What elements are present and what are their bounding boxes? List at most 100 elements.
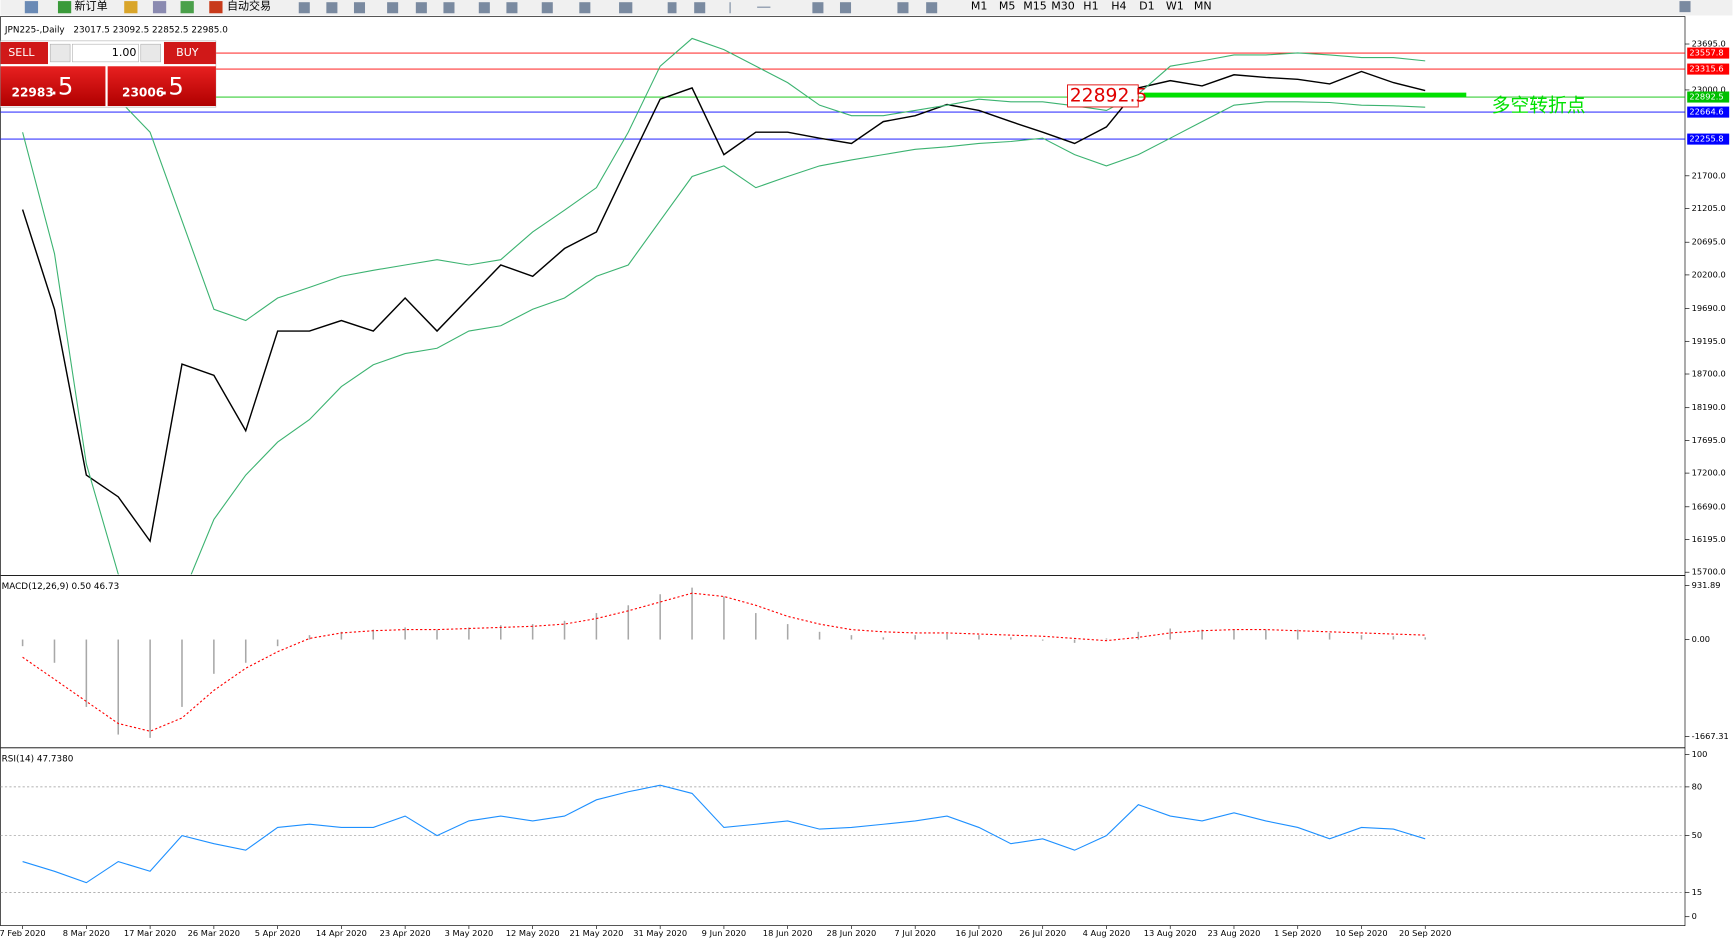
icon[interactable]: [579, 2, 591, 14]
bid-price[interactable]: 22983: [12, 85, 54, 99]
x-tick-label: 17 Mar 2020: [124, 928, 176, 938]
auto-trading-icon[interactable]: [209, 1, 223, 14]
icon[interactable]: [478, 2, 490, 14]
sell-button[interactable]: [0, 41, 49, 65]
icon[interactable]: [353, 2, 366, 14]
toolbar: 新订单 自动交易 M1 M5 M15 M30 H1 H4 D1 W1 MN: [0, 0, 1733, 16]
histogram-bar: [978, 635, 980, 640]
axis: 100 80 50 15 0: [1684, 749, 1708, 921]
x-tick-label: 23 Aug 2020: [1207, 928, 1260, 938]
icon[interactable]: [506, 2, 518, 14]
sell-label[interactable]: SELL: [8, 46, 35, 59]
histogram-bar: [1137, 631, 1140, 640]
axis: 15700.0 16195.0 16690.0 17200.0 17695.0 18190…: [1684, 39, 1730, 577]
buy-button[interactable]: [163, 41, 216, 65]
x-tick-label: 8 Mar 2020: [63, 928, 110, 938]
new-order[interactable]: 新订单: [75, 0, 108, 13]
icon[interactable]: [24, 1, 39, 14]
histogram-bar: [850, 635, 853, 640]
ask-box[interactable]: [107, 66, 216, 107]
price-tag-label: 22255.8: [1689, 134, 1723, 144]
search-icon[interactable]: [1679, 1, 1691, 13]
histogram-bar: [244, 639, 247, 663]
histogram-bar: [691, 587, 693, 640]
axis: 931.89 0.00 -1667.31: [1684, 580, 1729, 741]
icon[interactable]: [298, 2, 310, 14]
bid-pips[interactable]: .5: [50, 71, 73, 100]
icon[interactable]: [897, 2, 909, 14]
icon[interactable]: [326, 2, 338, 14]
series-line: [22, 101, 1426, 575]
icon[interactable]: [541, 2, 553, 14]
timeframe[interactable]: M5: [999, 0, 1016, 13]
panel: [0, 784, 1685, 893]
lot-up[interactable]: [140, 43, 161, 63]
icon[interactable]: [729, 2, 731, 14]
annotation-box: [1067, 84, 1139, 108]
price-tag: [1687, 47, 1730, 59]
icon[interactable]: [387, 2, 399, 14]
icon[interactable]: [839, 2, 852, 14]
x-tick-label: 23 Apr 2020: [380, 928, 431, 938]
annotation-price: 22892.5: [1070, 85, 1148, 106]
histogram-bar: [468, 627, 470, 640]
timeframe[interactable]: H4: [1111, 0, 1126, 13]
icon[interactable]: [152, 1, 167, 14]
timeframe[interactable]: H1: [1083, 0, 1098, 13]
histogram-bar: [882, 637, 885, 640]
buy-label[interactable]: BUY: [176, 46, 199, 59]
y-tick-label: 18700.0: [1692, 369, 1726, 379]
histogram-bar: [755, 613, 757, 640]
timeframe[interactable]: D1: [1139, 0, 1155, 13]
lot-input[interactable]: [72, 43, 139, 63]
histogram-bar: [786, 624, 789, 640]
series-line: [22, 784, 1426, 884]
new-order-icon[interactable]: [57, 1, 72, 14]
histogram-bar: [21, 639, 24, 647]
ask-pips[interactable]: .5: [161, 71, 184, 100]
timeframe[interactable]: W1: [1166, 0, 1184, 13]
y-tick-label: 100: [1692, 749, 1708, 759]
ask-price[interactable]: 23006: [122, 85, 164, 99]
icon[interactable]: [619, 2, 633, 14]
histogram-bar: [723, 596, 725, 640]
histogram-bar: [276, 639, 279, 647]
histogram-bar: [1328, 632, 1331, 640]
panel: [0, 37, 1685, 575]
y-tick-label: 20695.0: [1692, 237, 1726, 247]
y-tick-label: 20200.0: [1692, 269, 1726, 279]
x-tick-label: 13 Aug 2020: [1144, 928, 1197, 938]
x-tick-label: 9 Jun 2020: [702, 928, 746, 938]
y-tick-label: 21205.0: [1692, 203, 1726, 213]
price-tag-label: 23557.8: [1689, 48, 1723, 58]
y-tick-label: 0.00: [1692, 634, 1710, 644]
x-tick-label: 4 Aug 2020: [1083, 928, 1131, 938]
timeframe[interactable]: M15: [1023, 0, 1047, 13]
x-tick-label: 14 Apr 2020: [316, 928, 367, 938]
series-line: [21, 70, 1426, 543]
icon[interactable]: [443, 2, 455, 14]
icon[interactable]: [415, 2, 427, 14]
lot-value[interactable]: 1.00: [112, 46, 137, 59]
icon[interactable]: [926, 2, 938, 14]
icon[interactable]: [667, 2, 677, 14]
icon[interactable]: [757, 6, 771, 8]
y-tick-label: 16690.0: [1692, 501, 1726, 511]
histogram-bar: [563, 620, 566, 640]
histogram-bar: [149, 639, 151, 738]
x-tick-label: 10 Sep 2020: [1335, 928, 1387, 938]
icon[interactable]: [180, 1, 194, 14]
auto-trading[interactable]: 自动交易: [227, 0, 271, 13]
y-tick-label: 931.89: [1692, 580, 1721, 590]
price-tag: [1687, 106, 1730, 118]
timeframe[interactable]: M30: [1051, 0, 1075, 13]
x-tick-label: 26 Jul 2020: [1019, 928, 1066, 938]
bid-box[interactable]: [0, 66, 106, 107]
x-tick-label: 12 May 2020: [506, 928, 560, 938]
lot-down[interactable]: [49, 43, 71, 63]
icon[interactable]: [124, 1, 138, 14]
icon[interactable]: [812, 2, 824, 14]
icon[interactable]: [694, 2, 706, 14]
timeframe[interactable]: M1: [971, 0, 988, 13]
timeframe[interactable]: MN: [1194, 0, 1212, 13]
